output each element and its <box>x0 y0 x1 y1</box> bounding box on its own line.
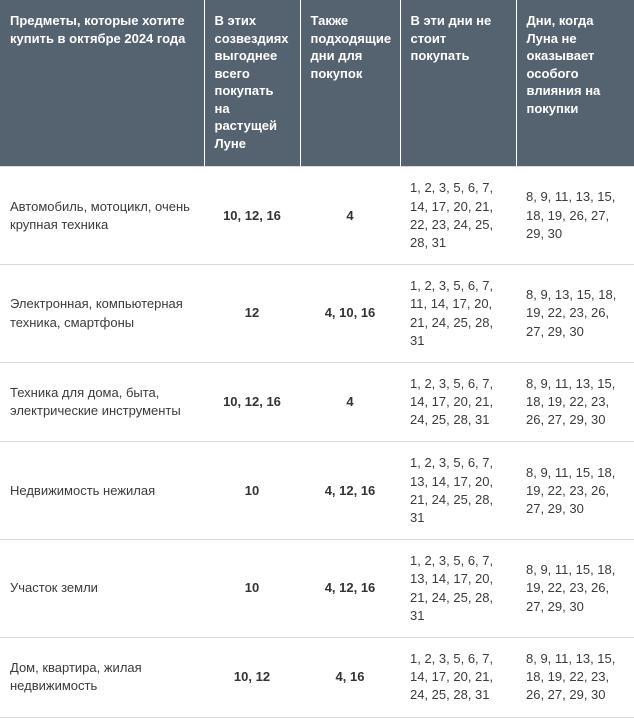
lunar-shopping-table: Предметы, которые хотите купить в октябр… <box>0 0 634 718</box>
cell-item: Автомобиль, мотоцикл, очень крупная техн… <box>0 167 204 265</box>
table-row: Техника для дома, быта, электрические ин… <box>0 362 634 442</box>
cell-neutral: 8, 9, 11, 15, 18, 19, 22, 23, 26, 27, 29… <box>516 540 634 638</box>
cell-also-days: 4 <box>300 362 400 442</box>
cell-best-days: 10, 12 <box>204 637 300 717</box>
table-row: Автомобиль, мотоцикл, очень крупная техн… <box>0 167 634 265</box>
cell-bad-days: 1, 2, 3, 5, 6, 7, 13, 14, 17, 20, 21, 24… <box>400 540 516 638</box>
cell-bad-days: 1, 2, 3, 5, 6, 7, 13, 14, 17, 20, 21, 24… <box>400 442 516 540</box>
col-header-bad-days: В эти дни не стоит покупать <box>400 0 516 167</box>
cell-best-days: 10 <box>204 442 300 540</box>
cell-best-days: 10, 12, 16 <box>204 362 300 442</box>
table-head: Предметы, которые хотите купить в октябр… <box>0 0 634 167</box>
table-row: Электронная, компьютерная техника, смарт… <box>0 265 634 363</box>
cell-bad-days: 1, 2, 3, 5, 6, 7, 11, 14, 17, 20, 21, 24… <box>400 265 516 363</box>
cell-also-days: 4 <box>300 167 400 265</box>
table-row: Недвижимость нежилая 10 4, 12, 16 1, 2, … <box>0 442 634 540</box>
col-header-neutral: Дни, когда Луна не оказывает особого вли… <box>516 0 634 167</box>
col-header-best-days: В этих созвездиях выгоднее всего покупат… <box>204 0 300 167</box>
table-body: Автомобиль, мотоцикл, очень крупная техн… <box>0 167 634 717</box>
cell-best-days: 10 <box>204 540 300 638</box>
cell-neutral: 8, 9, 11, 13, 15, 18, 19, 22, 23, 26, 27… <box>516 362 634 442</box>
cell-item: Недвижимость нежилая <box>0 442 204 540</box>
cell-also-days: 4, 10, 16 <box>300 265 400 363</box>
table-row: Дом, квартира, жилая недвижимость 10, 12… <box>0 637 634 717</box>
cell-neutral: 8, 9, 13, 15, 18, 19, 22, 23, 26, 27, 29… <box>516 265 634 363</box>
cell-bad-days: 1, 2, 3, 5, 6, 7, 14, 17, 20, 21, 22, 23… <box>400 167 516 265</box>
cell-item: Электронная, компьютерная техника, смарт… <box>0 265 204 363</box>
cell-item: Техника для дома, быта, электрические ин… <box>0 362 204 442</box>
col-header-also-days: Также подходящие дни для покупок <box>300 0 400 167</box>
cell-neutral: 8, 9, 11, 15, 18, 19, 22, 23, 26, 27, 29… <box>516 442 634 540</box>
cell-also-days: 4, 12, 16 <box>300 442 400 540</box>
cell-also-days: 4, 12, 16 <box>300 540 400 638</box>
table-row: Участок земли 10 4, 12, 16 1, 2, 3, 5, 6… <box>0 540 634 638</box>
cell-bad-days: 1, 2, 3, 5, 6, 7, 14, 17, 20, 21, 24, 25… <box>400 637 516 717</box>
col-header-item: Предметы, которые хотите купить в октябр… <box>0 0 204 167</box>
cell-item: Дом, квартира, жилая недвижимость <box>0 637 204 717</box>
cell-neutral: 8, 9, 11, 13, 15, 18, 19, 26, 27, 29, 30 <box>516 167 634 265</box>
header-row: Предметы, которые хотите купить в октябр… <box>0 0 634 167</box>
table-container: Предметы, которые хотите купить в октябр… <box>0 0 634 718</box>
cell-best-days: 10, 12, 16 <box>204 167 300 265</box>
cell-best-days: 12 <box>204 265 300 363</box>
cell-also-days: 4, 16 <box>300 637 400 717</box>
cell-neutral: 8, 9, 11, 13, 15, 18, 19, 22, 23, 26, 27… <box>516 637 634 717</box>
cell-item: Участок земли <box>0 540 204 638</box>
cell-bad-days: 1, 2, 3, 5, 6, 7, 14, 17, 20, 21, 24, 25… <box>400 362 516 442</box>
